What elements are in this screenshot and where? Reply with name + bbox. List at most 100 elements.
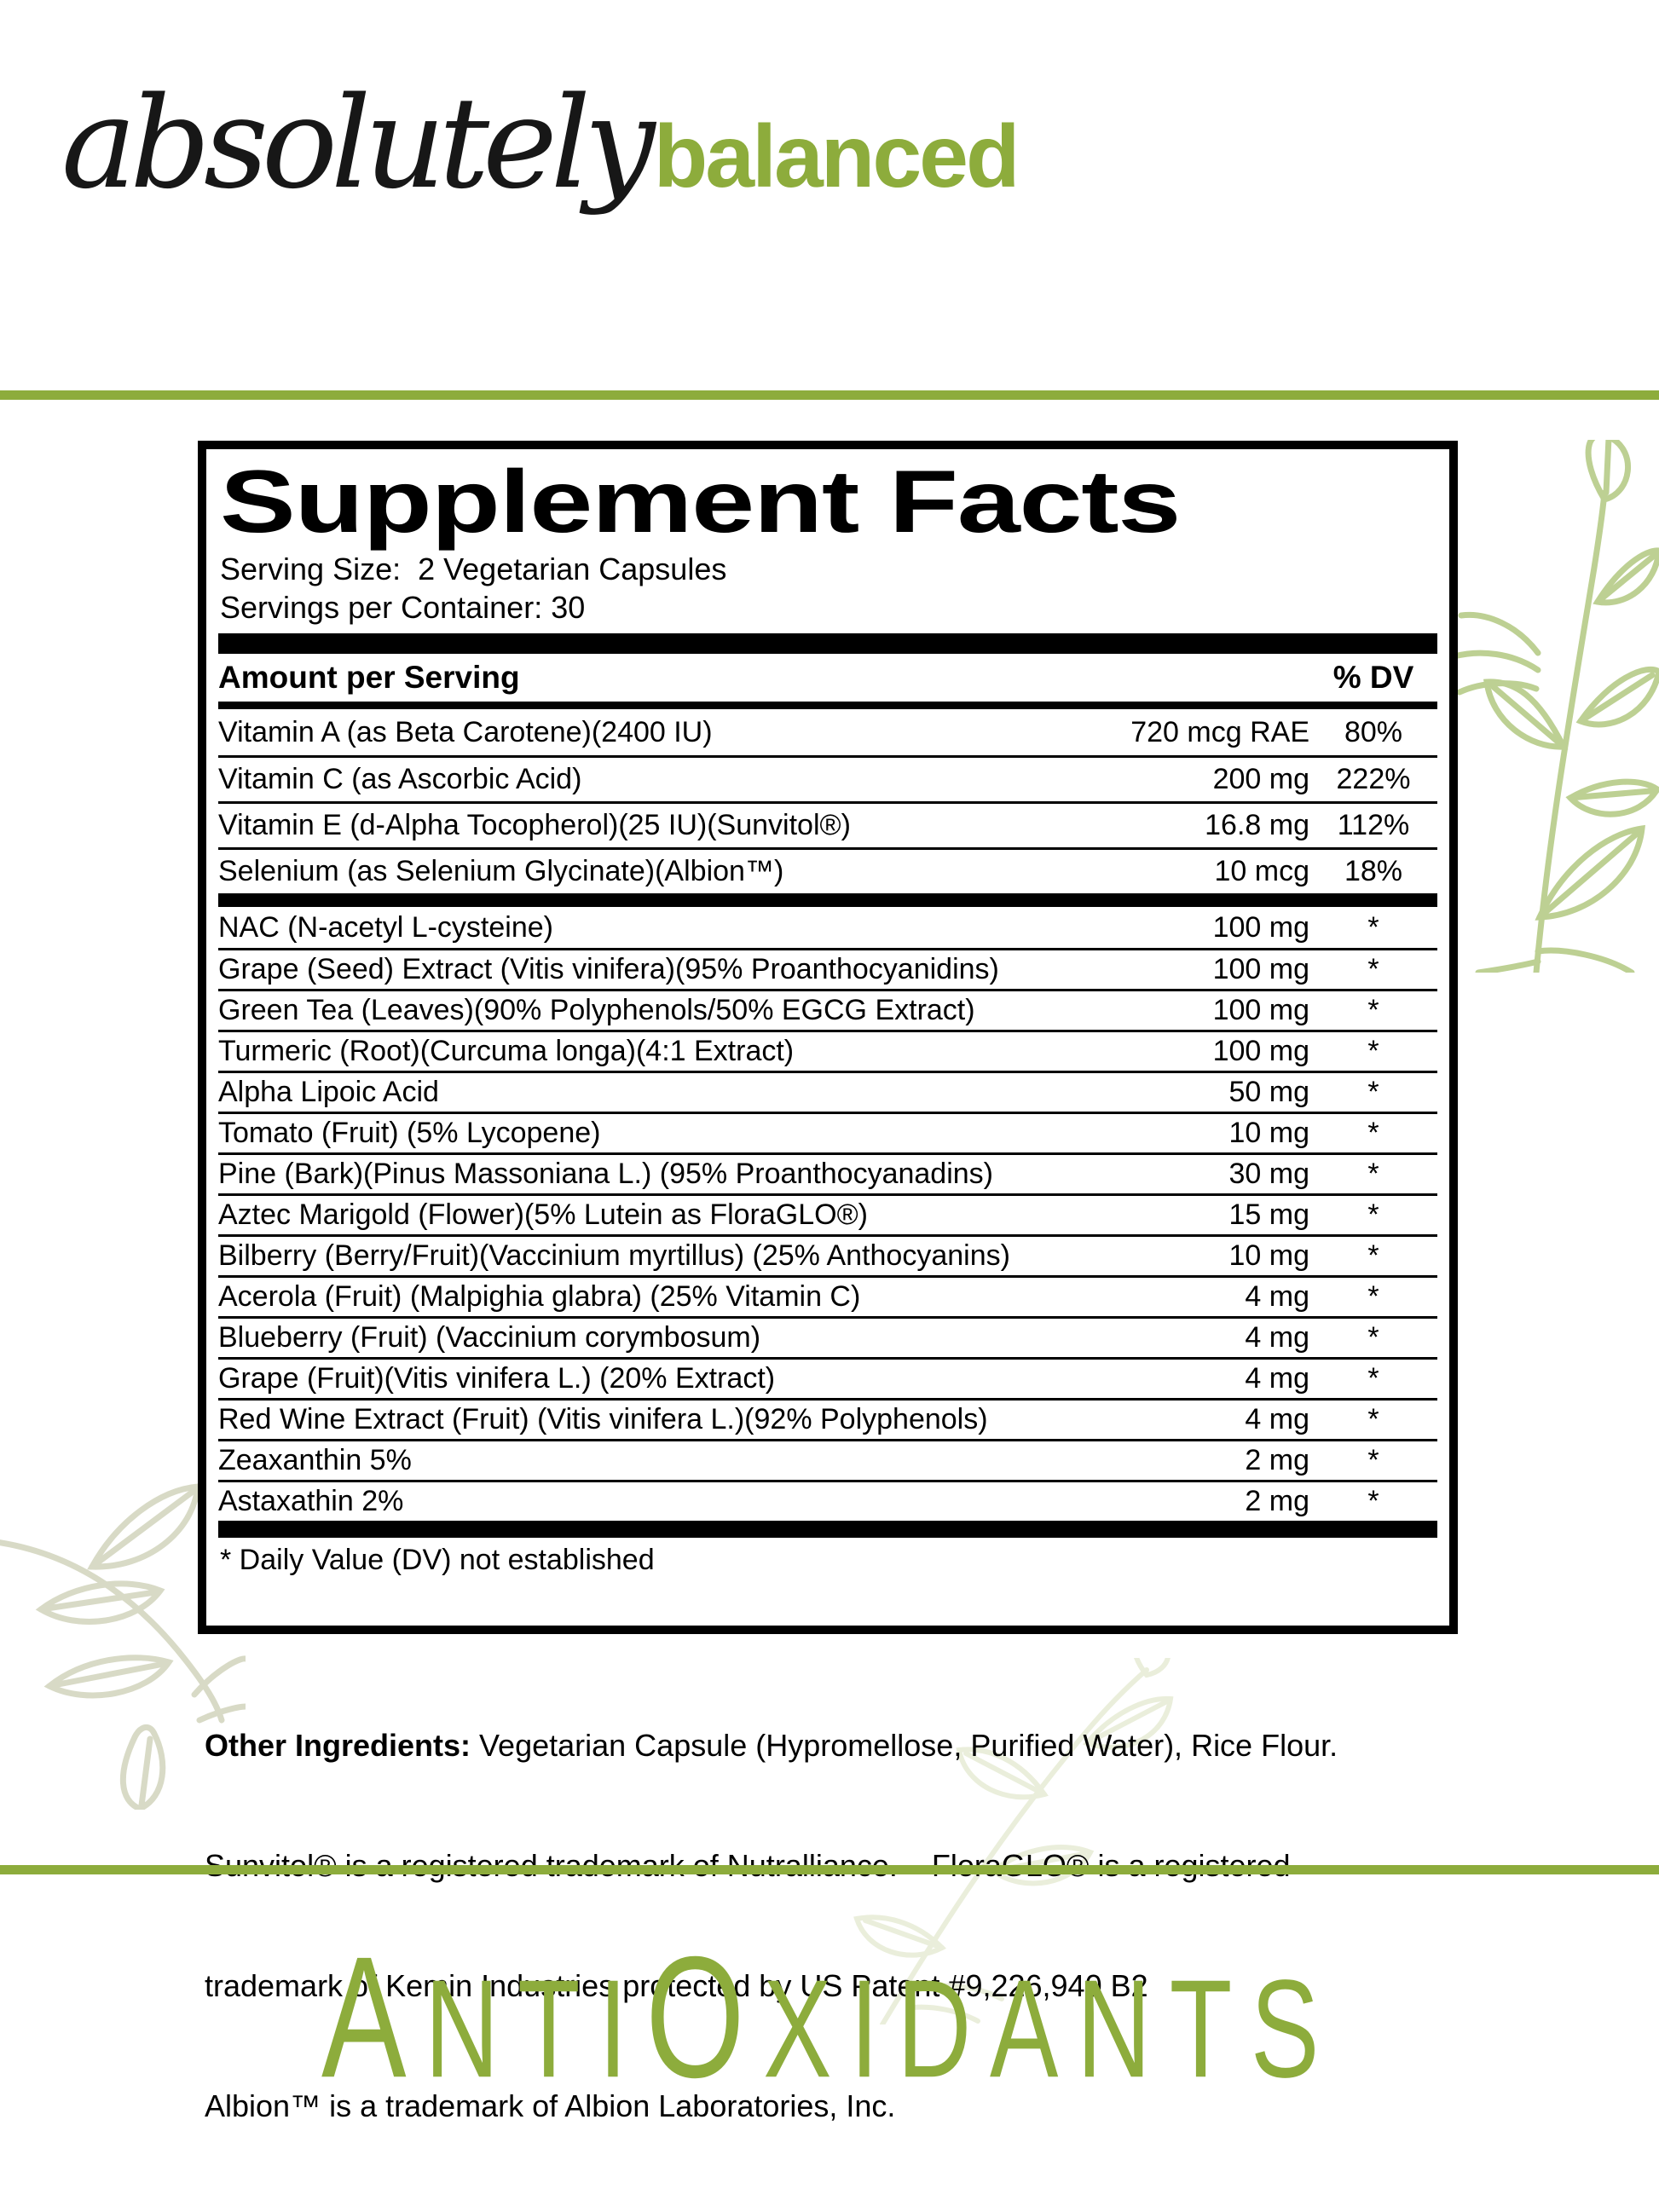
bottom-divider-rule	[0, 1865, 1659, 1874]
ingredient-amount: 100 mg	[1212, 994, 1309, 1026]
ingredient-amount: 2 mg	[1245, 1444, 1309, 1476]
table-row: Alpha Lipoic Acid 50 mg *	[218, 1071, 1437, 1112]
servings-per-container-text: Servings per Container: 30	[220, 590, 586, 625]
ingredient-name: Vitamin C (as Ascorbic Acid)	[218, 763, 582, 795]
ingredient-amount: 720 mcg RAE	[1130, 715, 1309, 748]
ingredient-name: Zeaxanthin 5%	[218, 1444, 412, 1476]
amount-per-serving-header: Amount per Serving	[218, 660, 520, 695]
leaf-branch-faint-decoration	[831, 1658, 1206, 2024]
ingredient-name: Red Wine Extract (Fruit) (Vitis vinifera…	[218, 1403, 988, 1435]
ingredient-amount: 100 mg	[1212, 910, 1309, 944]
ingredient-dv: *	[1367, 1280, 1379, 1313]
ingredient-name: Tomato (Fruit) (5% Lycopene)	[218, 1117, 601, 1149]
table-row: Bilberry (Berry/Fruit)(Vaccinium myrtill…	[218, 1234, 1437, 1275]
product-name: ANTIOXIDANTS	[83, 1920, 1575, 2128]
ingredient-name: Vitamin A (as Beta Carotene)(2400 IU)	[218, 715, 713, 748]
brand-bold-wordmark: balanced	[653, 107, 1020, 206]
ingredient-name: Aztec Marigold (Flower)(5% Lutein as Flo…	[218, 1198, 868, 1231]
ingredient-name: Acerola (Fruit) (Malpighia glabra) (25% …	[218, 1280, 861, 1313]
mid-separator-bar	[218, 893, 1437, 907]
facts-title: Supplement Facts	[220, 453, 1181, 552]
product-name-segment: NTI	[425, 1951, 646, 2107]
ingredient-amount: 2 mg	[1245, 1485, 1309, 1517]
table-row: Green Tea (Leaves)(90% Polyphenols/50% E…	[218, 989, 1437, 1030]
ingredient-amount: 4 mg	[1245, 1403, 1309, 1435]
table-row: NAC (N-acetyl L-cysteine) 100 mg *	[218, 907, 1437, 948]
ingredient-dv: *	[1367, 1158, 1379, 1190]
ingredient-name: Turmeric (Root)(Curcuma longa)(4:1 Extra…	[218, 1035, 795, 1067]
ingredient-dv: *	[1367, 1403, 1379, 1435]
ingredient-rows-group: NAC (N-acetyl L-cysteine) 100 mg * Grape (S…	[218, 907, 1437, 1521]
ingredient-dv: *	[1367, 1198, 1379, 1231]
table-row: Zeaxanthin 5% 2 mg *	[218, 1439, 1437, 1480]
ingredient-amount: 10 mg	[1228, 1239, 1310, 1272]
table-row: Vitamin E (d-Alpha Tocopherol)(25 IU)(Su…	[218, 801, 1437, 847]
ingredient-dv: 112%	[1337, 809, 1410, 841]
table-row: Turmeric (Root)(Curcuma longa)(4:1 Extra…	[218, 1030, 1437, 1071]
ingredient-dv: *	[1367, 1117, 1379, 1149]
ingredient-name: Grape (Fruit)(Vitis vinifera L.) (20% Ex…	[218, 1362, 776, 1395]
table-row: Vitamin A (as Beta Carotene)(2400 IU) 720…	[218, 709, 1437, 755]
ingredient-name: Alpha Lipoic Acid	[218, 1076, 439, 1108]
ingredient-dv: *	[1367, 994, 1379, 1026]
table-row: Grape (Fruit)(Vitis vinifera L.) (20% Ex…	[218, 1357, 1437, 1398]
ingredient-amount: 4 mg	[1245, 1321, 1309, 1354]
top-divider-rule	[0, 390, 1659, 400]
leaf-branch-right-icon	[1451, 440, 1659, 973]
ingredient-dv: *	[1367, 1485, 1379, 1517]
daily-value-footnote: * Daily Value (DV) not established	[220, 1544, 655, 1576]
table-row: Blueberry (Fruit) (Vaccinium corymbosum)…	[218, 1316, 1437, 1357]
trademark-line: Albion™ is a trademark of Albion Laborat…	[205, 2088, 896, 2123]
leaf-branch-left-decoration	[0, 1439, 246, 1810]
supplement-facts-panel: Supplement Facts Serving Size: 2 Vegetar…	[198, 441, 1458, 1634]
trademark-line: trademark of Kemin Industries protected …	[205, 1968, 1148, 2003]
ingredient-dv: *	[1367, 953, 1379, 985]
ingredient-amount: 50 mg	[1228, 1076, 1310, 1108]
table-row: Pine (Bark)(Pinus Massoniana L.) (95% Pr…	[218, 1152, 1437, 1193]
other-ingredients-text: Vegetarian Capsule (Hypromellose, Purifi…	[471, 1728, 1338, 1763]
other-ingredients-line: Other Ingredients: Vegetarian Capsule (H…	[205, 1725, 1466, 1765]
ingredient-dv: *	[1367, 910, 1379, 944]
ingredient-name: Bilberry (Berry/Fruit)(Vaccinium myrtill…	[218, 1239, 1010, 1272]
ingredient-name: Selenium (as Selenium Glycinate)(Albion™…	[218, 855, 784, 887]
ingredient-dv: 222%	[1336, 763, 1411, 795]
table-header-row: Amount per Serving % DV	[218, 654, 1437, 709]
ingredient-name: Vitamin E (d-Alpha Tocopherol)(25 IU)(Su…	[218, 809, 851, 841]
ingredient-amount: 10 mg	[1228, 1117, 1310, 1149]
ingredient-amount: 4 mg	[1245, 1280, 1309, 1313]
brand-script-wordmark: absolutely	[61, 70, 656, 217]
ingredient-amount: 30 mg	[1228, 1158, 1310, 1190]
product-name-initial: A	[321, 1921, 425, 2115]
table-row: Tomato (Fruit) (5% Lycopene) 10 mg *	[218, 1112, 1437, 1152]
ingredient-amount: 100 mg	[1212, 953, 1309, 985]
table-row: Aztec Marigold (Flower)(5% Lutein as Flo…	[218, 1193, 1437, 1234]
thick-separator-bar	[218, 633, 1437, 654]
ingredient-name: Pine (Bark)(Pinus Massoniana L.) (95% Pr…	[218, 1158, 994, 1190]
ingredient-dv: *	[1367, 1035, 1379, 1067]
product-name-initial: O	[645, 1921, 764, 2115]
serving-size-text: Serving Size: 2 Vegetarian Capsules	[220, 552, 727, 586]
table-row: Acerola (Fruit) (Malpighia glabra) (25% …	[218, 1275, 1437, 1316]
ingredient-dv: 80%	[1344, 715, 1403, 748]
ingredient-name: Grape (Seed) Extract (Vitis vinifera)(95…	[218, 953, 999, 985]
ingredient-amount: 4 mg	[1245, 1362, 1309, 1395]
table-row: Red Wine Extract (Fruit) (Vitis vinifera…	[218, 1398, 1437, 1439]
product-name-segment: XIDANTS	[763, 1951, 1338, 2107]
ingredient-dv: *	[1367, 1444, 1379, 1476]
ingredient-dv: *	[1367, 1076, 1379, 1108]
ingredient-name: Green Tea (Leaves)(90% Polyphenols/50% E…	[218, 994, 975, 1026]
table-row: Vitamin C (as Ascorbic Acid) 200 mg 222%	[218, 755, 1437, 801]
vitamin-rows-group: Vitamin A (as Beta Carotene)(2400 IU) 720…	[218, 709, 1437, 893]
leaf-branch-faint-icon	[853, 1658, 1174, 2024]
leaf-branch-left-icon	[0, 1483, 246, 1810]
footnote-separator-bar	[218, 1521, 1437, 1538]
ingredient-dv: 18%	[1344, 855, 1403, 887]
ingredient-dv: *	[1367, 1362, 1379, 1395]
brand-logo: absolutely balanced	[61, 41, 1020, 263]
ingredient-amount: 100 mg	[1212, 1035, 1309, 1067]
table-row: Selenium (as Selenium Glycinate)(Albion™…	[218, 847, 1437, 893]
table-row: Astaxathin 2% 2 mg *	[218, 1480, 1437, 1521]
ingredient-amount: 200 mg	[1212, 763, 1309, 795]
ingredient-name: NAC (N-acetyl L-cysteine)	[218, 910, 553, 944]
